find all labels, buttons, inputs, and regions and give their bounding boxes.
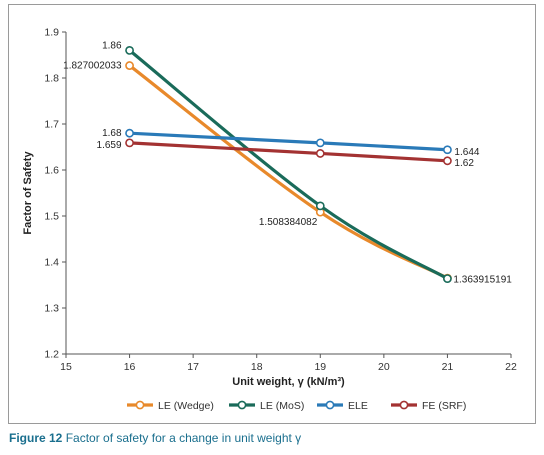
data-point bbox=[315, 201, 325, 211]
y-tick-label: 1.2 bbox=[44, 349, 59, 361]
y-tick-label: 1.9 bbox=[44, 27, 59, 39]
series-line-1 bbox=[127, 48, 450, 281]
y-tick-label: 1.8 bbox=[44, 73, 59, 85]
legend: LE (Wedge) LE (MoS) ELE FE (SRF) bbox=[127, 400, 466, 412]
x-tick-label: 17 bbox=[187, 361, 199, 373]
data-label: 1.86 bbox=[102, 40, 122, 51]
legend-entry-label: FE (SRF) bbox=[422, 400, 466, 412]
series-line-0 bbox=[127, 63, 450, 280]
data-point bbox=[125, 128, 134, 138]
figure-caption-label: Figure 12 bbox=[9, 431, 63, 445]
data-labels: 1.827002033 1.508384082 1.86 1.363915191 1.6… bbox=[63, 40, 512, 285]
legend-swatch-marker bbox=[399, 400, 409, 410]
legend-swatch-marker bbox=[237, 400, 247, 410]
chart-frame: 1.2 1.3 1.4 1.5 1.6 1.7 1.8 1.9 15 16 17 18 19 20 21 22… bbox=[8, 4, 536, 424]
series-line-3 bbox=[127, 141, 450, 163]
x-tick-label: 18 bbox=[251, 361, 263, 373]
legend-swatch-marker bbox=[325, 400, 335, 410]
y-tick-label: 1.4 bbox=[44, 257, 59, 269]
legend-entry-label: ELE bbox=[348, 400, 368, 412]
figure-caption: Figure 12 Factor of safety for a change … bbox=[9, 431, 301, 445]
figure-caption-text: Factor of safety for a change in unit we… bbox=[65, 431, 302, 445]
legend-swatch-marker bbox=[135, 400, 145, 410]
axes: 1.2 1.3 1.4 1.5 1.6 1.7 1.8 1.9 15 16 17 18 19 20 21 22 bbox=[44, 27, 517, 374]
data-point bbox=[315, 149, 325, 158]
series-line-2 bbox=[127, 131, 450, 152]
data-label: 1.62 bbox=[454, 158, 474, 169]
x-tick-label: 20 bbox=[378, 361, 390, 373]
x-tick-label: 19 bbox=[314, 361, 326, 373]
data-point bbox=[125, 61, 134, 70]
y-tick-label: 1.7 bbox=[44, 119, 59, 131]
y-tick-label: 1.3 bbox=[44, 303, 59, 315]
data-point bbox=[125, 138, 134, 148]
x-tick-label: 22 bbox=[505, 361, 517, 373]
y-axis-title: Factor of Safety bbox=[22, 151, 34, 235]
line-chart: 1.2 1.3 1.4 1.5 1.6 1.7 1.8 1.9 15 16 17 18 19 20 21 22… bbox=[22, 27, 517, 413]
x-tick-label: 16 bbox=[124, 361, 136, 373]
x-tick-label: 15 bbox=[60, 361, 72, 373]
data-label: 1.827002033 bbox=[63, 61, 122, 72]
data-label: 1.68 bbox=[102, 128, 122, 139]
data-label: 1.508384082 bbox=[259, 217, 318, 228]
legend-entry-label: LE (MoS) bbox=[260, 400, 304, 412]
legend-entry-label: LE (Wedge) bbox=[158, 400, 214, 412]
x-tick-label: 21 bbox=[442, 361, 454, 373]
data-point bbox=[443, 274, 452, 283]
data-point bbox=[443, 145, 452, 155]
x-axis-title: Unit weight, γ (kN/m³) bbox=[232, 376, 345, 388]
y-tick-label: 1.5 bbox=[44, 211, 59, 223]
data-point bbox=[315, 138, 325, 148]
data-label: 1.644 bbox=[454, 147, 479, 158]
data-point bbox=[443, 156, 452, 166]
series-lines bbox=[125, 46, 452, 283]
data-label: 1.659 bbox=[97, 140, 122, 151]
data-label: 1.363915191 bbox=[453, 275, 512, 286]
y-tick-label: 1.6 bbox=[44, 165, 59, 177]
data-point bbox=[125, 46, 134, 55]
